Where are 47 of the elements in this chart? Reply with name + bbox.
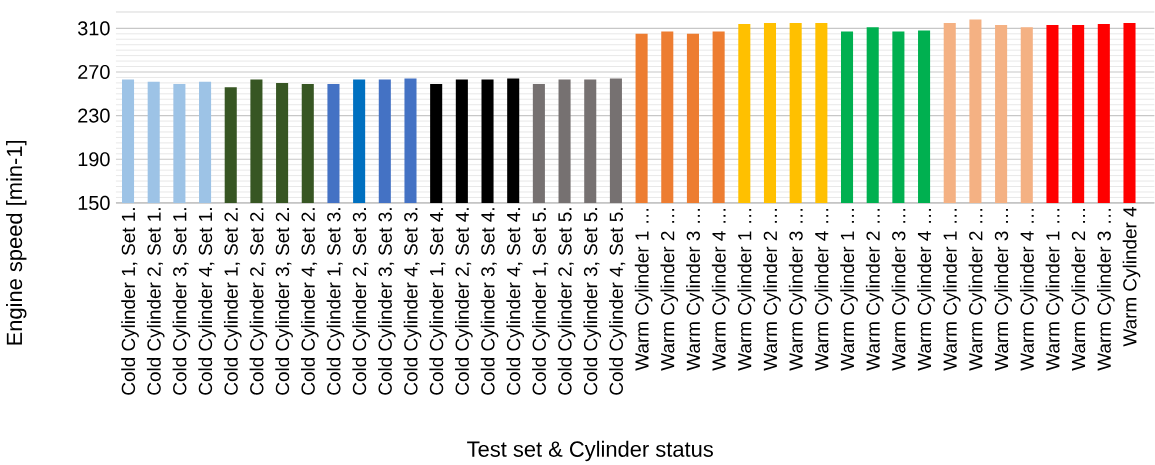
y-axis-title: Engine speed [min-1] (6, 141, 27, 345)
x-tick-label: Cold Cylinder 1, Set 2. (223, 208, 242, 395)
x-tick-label: Warm Cylinder 4 … (917, 209, 935, 371)
x-tick-label: Cold Cylinder 2, Set 3. (352, 208, 370, 395)
x-tick-label: Warm Cylinder 4 … (814, 209, 833, 371)
x-tick-label: Warm Cylinder 2 … (1071, 209, 1089, 371)
y-tick-label: 270 (78, 65, 110, 80)
x-axis-title: Test set & Cylinder status (467, 440, 713, 462)
x-tick-label: Cold Cylinder 1, Set 5. (532, 208, 550, 395)
y-tick-label: 230 (78, 108, 110, 123)
x-tick-label: Cold Cylinder 3, Set 3. (377, 208, 396, 395)
x-tick-label: Cold Cylinder 2, Set 1. (146, 208, 165, 395)
x-tick-label: Warm Cylinder 3 … (788, 209, 807, 371)
x-tick-label: Cold Cylinder 2, Set 4. (455, 208, 473, 395)
x-tick-label: Warm Cylinder 4 … (711, 209, 730, 371)
x-tick-label: Cold Cylinder 4, Set 1. (198, 208, 216, 395)
x-tick-label: Cold Cylinder 4, Set 4. (506, 208, 525, 395)
y-tick-label: 190 (78, 152, 110, 167)
x-tick-label: Cold Cylinder 3, Set 4. (480, 208, 499, 395)
x-tick-label: Cold Cylinder 2, Set 2. (249, 208, 268, 395)
x-tick-label: Warm Cylinder 2 … (660, 209, 679, 371)
x-tick-label: Cold Cylinder 4, Set 2. (300, 208, 319, 395)
x-tick-label: Warm Cylinder 2 … (968, 209, 987, 371)
x-tick-label: Warm Cylinder 3 … (891, 209, 910, 371)
x-tick-label: Warm Cylinder 2 … (763, 209, 781, 371)
x-tick-label: Warm Cylinder 3 … (994, 209, 1012, 371)
x-tick-label: Warm Cylinder 4 … (1019, 209, 1038, 371)
x-tick-label: Cold Cylinder 3, Set 1. (172, 208, 191, 395)
x-tick-label: Warm Cylinder 3 … (686, 209, 704, 371)
x-tick-label: Warm Cylinder 1 … (1045, 209, 1064, 371)
x-tick-label: Cold Cylinder 2, Set 5. (557, 208, 576, 395)
x-tick-label: Warm Cylinder 1 … (840, 209, 858, 371)
x-tick-label: Cold Cylinder 1, Set 4. (429, 208, 447, 395)
y-tick-label: 150 (78, 195, 110, 211)
x-tick-label: Cold Cylinder 3, Set 2. (275, 208, 293, 395)
x-tick-label: Warm Cylinder 2 … (865, 209, 884, 371)
x-tick-label: Cold Cylinder 4, Set 5. (609, 208, 627, 395)
y-tick-label: 310 (77, 21, 110, 36)
x-tick-label: Warm Cylinder 1 … (942, 209, 961, 371)
x-tick-label: Warm Cylinder 3 … (1096, 209, 1115, 371)
x-tick-label: Warm Cylinder 4 (1122, 207, 1141, 347)
x-tick-label: Cold Cylinder 4, Set 3. (403, 208, 422, 395)
x-tick-label: Cold Cylinder 1, Set 3. (326, 208, 345, 395)
x-tick-label: Cold Cylinder 3, Set 5. (583, 208, 602, 395)
x-tick-label: Cold Cylinder 1, Set 1. (121, 208, 139, 395)
x-tick-label: Warm Cylinder 1 … (737, 209, 756, 371)
x-tick-label: Warm Cylinder 1 … (634, 209, 653, 371)
